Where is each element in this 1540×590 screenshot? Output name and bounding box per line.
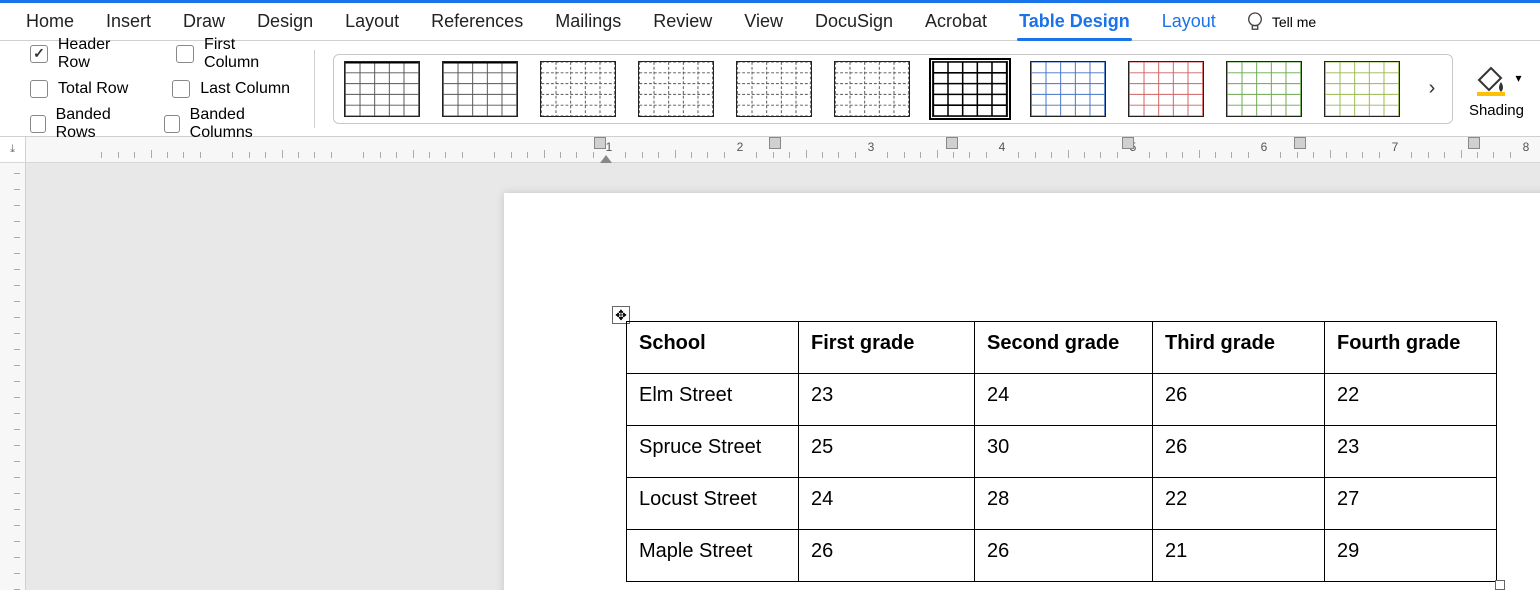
shading-button[interactable]: ▾ xyxy=(1471,58,1521,98)
table-style-thumb-3[interactable] xyxy=(638,61,714,117)
ruler-corner[interactable]: ⤓ xyxy=(0,137,26,162)
shading-label: Shading xyxy=(1469,102,1524,119)
ruler-area: ⤓ 12345678 xyxy=(0,137,1540,163)
tab-design[interactable]: Design xyxy=(241,3,329,40)
tab-insert[interactable]: Insert xyxy=(90,3,167,40)
table-cell[interactable]: 26 xyxy=(975,530,1153,582)
table-row[interactable]: Spruce Street25302623 xyxy=(627,426,1497,478)
ruler-number: 4 xyxy=(999,140,1006,154)
ruler-number: 3 xyxy=(868,140,875,154)
ruler-number: 1 xyxy=(606,140,613,154)
table-style-thumb-5[interactable] xyxy=(834,61,910,117)
vertical-ruler[interactable] xyxy=(0,163,26,590)
table-style-thumb-1[interactable] xyxy=(442,61,518,117)
document-canvas[interactable]: ✥ SchoolFirst gradeSecond gradeThird gra… xyxy=(26,163,1540,590)
table-resize-handle[interactable] xyxy=(1495,580,1505,590)
chevron-down-icon[interactable]: ▾ xyxy=(1515,71,1521,85)
paint-bucket-icon xyxy=(1471,58,1511,98)
tab-table-design[interactable]: Table Design xyxy=(1003,3,1146,40)
table-styles-gallery: › xyxy=(333,54,1453,124)
table-cell[interactable]: 22 xyxy=(1153,478,1325,530)
checkbox-label: Last Column xyxy=(200,80,290,98)
table-cell[interactable]: Locust Street xyxy=(627,478,799,530)
table-cell[interactable]: 26 xyxy=(799,530,975,582)
table-header-row[interactable]: SchoolFirst gradeSecond gradeThird grade… xyxy=(627,322,1497,374)
tell-me-label: Tell me xyxy=(1272,14,1316,30)
tab-home[interactable]: Home xyxy=(10,3,90,40)
table-cell[interactable]: Elm Street xyxy=(627,374,799,426)
table-cell[interactable]: 23 xyxy=(1325,426,1497,478)
table-style-thumb-2[interactable] xyxy=(540,61,616,117)
last-column-checkbox[interactable]: Last Column xyxy=(172,80,290,98)
tab-docusign[interactable]: DocuSign xyxy=(799,3,909,40)
table-style-thumb-6[interactable] xyxy=(932,61,1008,117)
tab-review[interactable]: Review xyxy=(637,3,728,40)
table-row[interactable]: Maple Street26262129 xyxy=(627,530,1497,582)
horizontal-ruler[interactable]: 12345678 xyxy=(26,137,1540,162)
tab-view[interactable]: View xyxy=(728,3,799,40)
ruler-number: 7 xyxy=(1392,140,1399,154)
table-cell[interactable]: 25 xyxy=(799,426,975,478)
table-style-thumb-8[interactable] xyxy=(1128,61,1204,117)
tab-layout[interactable]: Layout xyxy=(1146,3,1232,40)
document-table[interactable]: SchoolFirst gradeSecond gradeThird grade… xyxy=(626,321,1497,582)
table-style-thumb-10[interactable] xyxy=(1324,61,1400,117)
table-cell[interactable]: 24 xyxy=(975,374,1153,426)
checkbox-label: First Column xyxy=(204,36,294,72)
table-style-options: Header Row First Column Total Row Last C… xyxy=(10,32,296,146)
first-column-checkbox[interactable]: First Column xyxy=(176,36,294,72)
ruler-number: 2 xyxy=(737,140,744,154)
table-cell[interactable]: 22 xyxy=(1325,374,1497,426)
shading-group: ▾ Shading xyxy=(1463,58,1530,119)
header-row-checkbox[interactable]: Header Row xyxy=(30,36,146,72)
table-cell[interactable]: 27 xyxy=(1325,478,1497,530)
checkbox-label: Total Row xyxy=(58,80,128,98)
table-header-cell[interactable]: School xyxy=(627,322,799,374)
checkbox-label: Header Row xyxy=(58,36,146,72)
table-row[interactable]: Elm Street23242622 xyxy=(627,374,1497,426)
tell-me[interactable]: Tell me xyxy=(1232,11,1316,33)
table-header-cell[interactable]: Second grade xyxy=(975,322,1153,374)
tab-layout[interactable]: Layout xyxy=(329,3,415,40)
total-row-checkbox[interactable]: Total Row xyxy=(30,80,128,98)
lightbulb-icon xyxy=(1246,11,1264,33)
table-cell[interactable]: Maple Street xyxy=(627,530,799,582)
table-cell[interactable]: 21 xyxy=(1153,530,1325,582)
table-header-cell[interactable]: Fourth grade xyxy=(1325,322,1497,374)
table-style-thumb-9[interactable] xyxy=(1226,61,1302,117)
table-style-thumb-0[interactable] xyxy=(344,61,420,117)
table-cell[interactable]: 24 xyxy=(799,478,975,530)
tab-acrobat[interactable]: Acrobat xyxy=(909,3,1003,40)
table-header-cell[interactable]: Third grade xyxy=(1153,322,1325,374)
table-cell[interactable]: 26 xyxy=(1153,426,1325,478)
table-cell[interactable]: 28 xyxy=(975,478,1153,530)
document-area: ✥ SchoolFirst gradeSecond gradeThird gra… xyxy=(0,163,1540,590)
ribbon-body: Header Row First Column Total Row Last C… xyxy=(0,41,1540,137)
tab-references[interactable]: References xyxy=(415,3,539,40)
table-header-cell[interactable]: First grade xyxy=(799,322,975,374)
ruler-number: 8 xyxy=(1523,140,1530,154)
table-cell[interactable]: 26 xyxy=(1153,374,1325,426)
ruler-number: 6 xyxy=(1261,140,1268,154)
table-style-thumb-4[interactable] xyxy=(736,61,812,117)
tab-draw[interactable]: Draw xyxy=(167,3,241,40)
table-cell[interactable]: 23 xyxy=(799,374,975,426)
table-cell[interactable]: Spruce Street xyxy=(627,426,799,478)
table-cell[interactable]: 30 xyxy=(975,426,1153,478)
table-cell[interactable]: 29 xyxy=(1325,530,1497,582)
tab-mailings[interactable]: Mailings xyxy=(539,3,637,40)
table-row[interactable]: Locust Street24282227 xyxy=(627,478,1497,530)
table-style-thumb-7[interactable] xyxy=(1030,61,1106,117)
ribbon-tabs: HomeInsertDrawDesignLayoutReferencesMail… xyxy=(0,3,1540,41)
gallery-more-button[interactable]: › xyxy=(1422,77,1442,100)
